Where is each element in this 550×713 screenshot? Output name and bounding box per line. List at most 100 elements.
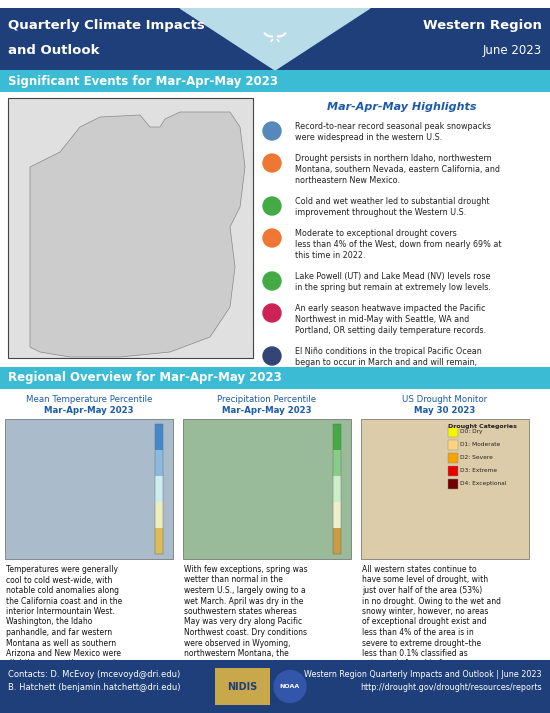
Text: Significant Events for Mar-Apr-May 2023: Significant Events for Mar-Apr-May 2023: [8, 74, 278, 88]
Text: northwestern Montana, the: northwestern Montana, the: [184, 649, 289, 658]
Text: the California coast and in the: the California coast and in the: [6, 597, 122, 605]
Text: All western states continue to: All western states continue to: [362, 565, 477, 574]
Bar: [333, 476, 341, 502]
Bar: [361, 419, 529, 559]
Text: El Niño conditions in the tropical Pacific Ocean: El Niño conditions in the tropical Pacif…: [295, 347, 482, 356]
Text: Quarterly Climate Impacts: Quarterly Climate Impacts: [8, 19, 205, 32]
Bar: [155, 476, 163, 502]
Text: Moderate to exceptional drought covers: Moderate to exceptional drought covers: [295, 229, 456, 238]
Text: Precipitation Percentile: Precipitation Percentile: [217, 395, 317, 404]
Bar: [333, 424, 341, 450]
Circle shape: [263, 122, 281, 140]
Text: northeastern New Mexico.: northeastern New Mexico.: [295, 176, 400, 185]
Text: Arizona and New Mexico were: Arizona and New Mexico were: [6, 649, 121, 658]
Text: Idaho Panhandle, and: Idaho Panhandle, and: [184, 660, 267, 669]
Bar: [333, 424, 341, 554]
Text: this time in 2022.: this time in 2022.: [295, 251, 366, 260]
Text: Mar-Apr-May 2023: Mar-Apr-May 2023: [222, 406, 312, 415]
Text: wetter than normal in the: wetter than normal in the: [184, 575, 283, 585]
Text: Record-to-near record seasonal peak snowpacks: Record-to-near record seasonal peak snow…: [295, 122, 491, 131]
Text: less than 0.1% classified as: less than 0.1% classified as: [362, 649, 468, 658]
Text: less than 4% of the area is in: less than 4% of the area is in: [362, 628, 474, 637]
Text: fall of 2022/2023.: fall of 2022/2023.: [295, 380, 366, 389]
Text: Montana as well as southern: Montana as well as southern: [6, 639, 116, 647]
Text: northeastern New Mexico.: northeastern New Mexico.: [362, 670, 462, 679]
Text: severe to extreme drought–the: severe to extreme drought–the: [362, 639, 481, 647]
Text: and possibly strengthen, over the summer and: and possibly strengthen, over the summer…: [295, 369, 484, 378]
Text: May was very dry along Pacific: May was very dry along Pacific: [184, 617, 302, 627]
Text: notable cold anomalies along: notable cold anomalies along: [6, 586, 119, 595]
Text: Mar-Apr-May Highlights: Mar-Apr-May Highlights: [327, 102, 476, 112]
Bar: [333, 502, 341, 528]
Text: NIDIS: NIDIS: [227, 682, 257, 692]
Bar: [448, 440, 458, 450]
Text: Drought persists in northern Idaho, northwestern: Drought persists in northern Idaho, nort…: [295, 154, 492, 163]
Text: of exceptional drought exist and: of exceptional drought exist and: [362, 617, 487, 627]
Text: June 2023: June 2023: [483, 43, 542, 56]
Text: Mar-Apr-May 2023: Mar-Apr-May 2023: [44, 406, 134, 415]
Bar: [155, 450, 163, 476]
Bar: [5, 419, 173, 559]
Text: have some level of drought, with: have some level of drought, with: [362, 575, 488, 585]
Circle shape: [263, 229, 281, 247]
Bar: [155, 424, 163, 450]
Bar: [215, 668, 270, 705]
Text: Portland, OR setting daily temperature records.: Portland, OR setting daily temperature r…: [295, 326, 486, 335]
Bar: [448, 427, 458, 437]
Bar: [333, 528, 341, 554]
Text: Temperatures were generally: Temperatures were generally: [6, 565, 118, 574]
Bar: [448, 466, 458, 476]
Circle shape: [274, 670, 306, 702]
Text: With few exceptions, spring was: With few exceptions, spring was: [184, 565, 307, 574]
Text: May 30 2023: May 30 2023: [414, 406, 476, 415]
Text: extreme is found in far: extreme is found in far: [362, 660, 449, 669]
Text: Regional Overview for Mar-Apr-May 2023: Regional Overview for Mar-Apr-May 2023: [8, 371, 282, 384]
Polygon shape: [30, 112, 245, 357]
Text: Mean Temperature Percentile: Mean Temperature Percentile: [26, 395, 152, 404]
Text: western U.S., largely owing to a: western U.S., largely owing to a: [184, 586, 306, 595]
Text: slightly warmer than normal.: slightly warmer than normal.: [6, 660, 118, 669]
Text: Western Region Quarterly Impacts and Outlook | June 2023
http://drought.gov/drou: Western Region Quarterly Impacts and Out…: [305, 670, 542, 692]
Text: Northwest in mid-May with Seattle, WA and: Northwest in mid-May with Seattle, WA an…: [295, 315, 469, 324]
Text: An early season heatwave impacted the Pacific: An early season heatwave impacted the Pa…: [295, 304, 486, 313]
Text: Western Region: Western Region: [423, 19, 542, 32]
Text: Cold and wet weather led to substantial drought: Cold and wet weather led to substantial …: [295, 197, 490, 206]
Text: southeastern New Mexico.: southeastern New Mexico.: [184, 670, 285, 679]
Text: began to occur in March and and will remain,: began to occur in March and and will rem…: [295, 358, 477, 367]
Circle shape: [263, 347, 281, 365]
Text: were widespread in the western U.S.: were widespread in the western U.S.: [295, 133, 442, 142]
Text: D2: Severe: D2: Severe: [460, 456, 493, 461]
Circle shape: [263, 154, 281, 172]
Text: southwestern states whereas: southwestern states whereas: [184, 607, 297, 616]
Text: Montana, southern Nevada, eastern California, and: Montana, southern Nevada, eastern Califo…: [295, 165, 500, 174]
Text: in no drought. Owing to the wet and: in no drought. Owing to the wet and: [362, 597, 501, 605]
Circle shape: [263, 304, 281, 322]
Text: D4: Exceptional: D4: Exceptional: [460, 481, 507, 486]
Bar: [448, 453, 458, 463]
Text: were observed in Wyoming,: were observed in Wyoming,: [184, 639, 290, 647]
Text: D3: Extreme: D3: Extreme: [460, 468, 498, 473]
Text: D1: Moderate: D1: Moderate: [460, 443, 500, 448]
Bar: [183, 419, 351, 559]
Text: less than 4% of the West, down from nearly 69% at: less than 4% of the West, down from near…: [295, 240, 502, 249]
Bar: [155, 502, 163, 528]
Text: Northwest coast. Dry conditions: Northwest coast. Dry conditions: [184, 628, 307, 637]
Text: Washington, the Idaho: Washington, the Idaho: [6, 617, 92, 627]
Circle shape: [263, 197, 281, 215]
Text: improvement throughout the Western U.S.: improvement throughout the Western U.S.: [295, 208, 466, 217]
Text: NOAA: NOAA: [280, 684, 300, 689]
Text: Contacts: D. McEvoy (mcevoyd@dri.edu)
B. Hatchett (benjamin.hatchett@dri.edu): Contacts: D. McEvoy (mcevoyd@dri.edu) B.…: [8, 670, 180, 692]
Text: snowy winter, however, no areas: snowy winter, however, no areas: [362, 607, 488, 616]
Text: cool to cold west-wide, with: cool to cold west-wide, with: [6, 575, 112, 585]
Text: and Outlook: and Outlook: [8, 43, 100, 56]
Bar: [8, 98, 253, 358]
Text: Lake Powell (UT) and Lake Mead (NV) levels rose: Lake Powell (UT) and Lake Mead (NV) leve…: [295, 272, 491, 281]
Bar: [155, 528, 163, 554]
Text: D0: Dry: D0: Dry: [460, 429, 483, 434]
Bar: [155, 424, 163, 554]
Text: in the spring but remain at extremely low levels.: in the spring but remain at extremely lo…: [295, 283, 491, 292]
Polygon shape: [180, 8, 370, 70]
Text: just over half of the area (53%): just over half of the area (53%): [362, 586, 482, 595]
Bar: [448, 479, 458, 489]
Bar: [333, 450, 341, 476]
